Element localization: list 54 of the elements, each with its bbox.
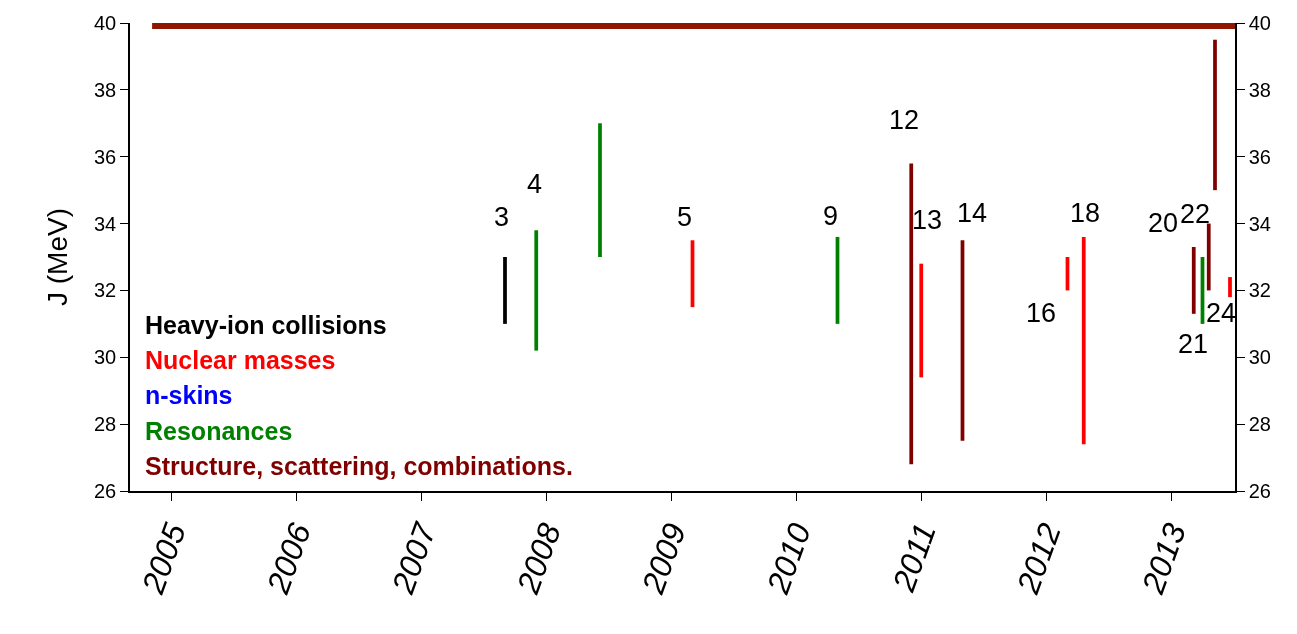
- bar: [919, 263, 924, 378]
- y-tick-label: 26: [94, 480, 117, 502]
- bar: [598, 123, 602, 257]
- text: Structure, scattering, combinations.: [145, 452, 573, 480]
- x-tick-label: 2011: [885, 518, 943, 597]
- annotation: 13: [912, 205, 943, 235]
- x-tick-label: 2006: [259, 518, 318, 599]
- bar: [503, 257, 507, 324]
- x-tick-label: 2005: [134, 518, 193, 599]
- y2-tick-label: 26: [1248, 480, 1271, 502]
- annotation: 12: [889, 105, 920, 135]
- y2-tick-label: 40: [1248, 12, 1271, 34]
- x-tick-label: 2009: [634, 518, 693, 599]
- x-tick-label: 2008: [509, 518, 568, 599]
- bar: [1081, 236, 1086, 445]
- y2-tick-label: 30: [1248, 346, 1271, 369]
- annotation: 5: [677, 202, 693, 232]
- y2-tick-label: 36: [1248, 145, 1271, 168]
- y2-tick-label: 38: [1248, 78, 1271, 101]
- y2-tick-label: 32: [1248, 279, 1271, 302]
- y-axis-title: J (MeV): [42, 208, 74, 306]
- bar: [909, 163, 914, 465]
- y-tick-label: 40: [94, 12, 117, 34]
- y-tick-label: 34: [94, 212, 117, 235]
- bar: [1228, 277, 1232, 298]
- annotation: 3: [494, 202, 510, 232]
- bar: [1206, 223, 1211, 291]
- y-tick-label: 28: [94, 413, 117, 436]
- y-tick-label: 38: [94, 78, 117, 101]
- annotation: 21: [1178, 329, 1209, 359]
- annotation: 14: [957, 198, 988, 228]
- annotation: 16: [1026, 298, 1057, 328]
- y2-tick-label: 28: [1248, 413, 1271, 436]
- y-tick-label: 36: [94, 145, 117, 168]
- x-tick-label: 2010: [759, 518, 818, 599]
- x-tick-label: 2007: [384, 517, 444, 599]
- text: Heavy-ion collisions: [145, 311, 387, 339]
- text: Nuclear masses: [145, 346, 336, 374]
- text: Resonances: [145, 417, 293, 445]
- annotation: 24: [1206, 298, 1237, 328]
- annotation: 9: [823, 201, 839, 231]
- annotation: 22: [1180, 199, 1211, 229]
- legend-label: n-skins: [145, 381, 233, 409]
- annotation: 4: [527, 169, 543, 199]
- annotation: 18: [1070, 198, 1101, 228]
- bar: [1213, 39, 1217, 191]
- annotation: 20: [1148, 208, 1179, 238]
- y2-tick-label: 34: [1248, 212, 1271, 235]
- x-tick-label: 2013: [1134, 518, 1193, 599]
- bar: [534, 230, 539, 351]
- bar: [1191, 246, 1196, 314]
- x-tick-label: 2012: [1009, 518, 1068, 599]
- y-tick-label: 30: [94, 346, 117, 369]
- y-tick-label: 32: [94, 279, 117, 302]
